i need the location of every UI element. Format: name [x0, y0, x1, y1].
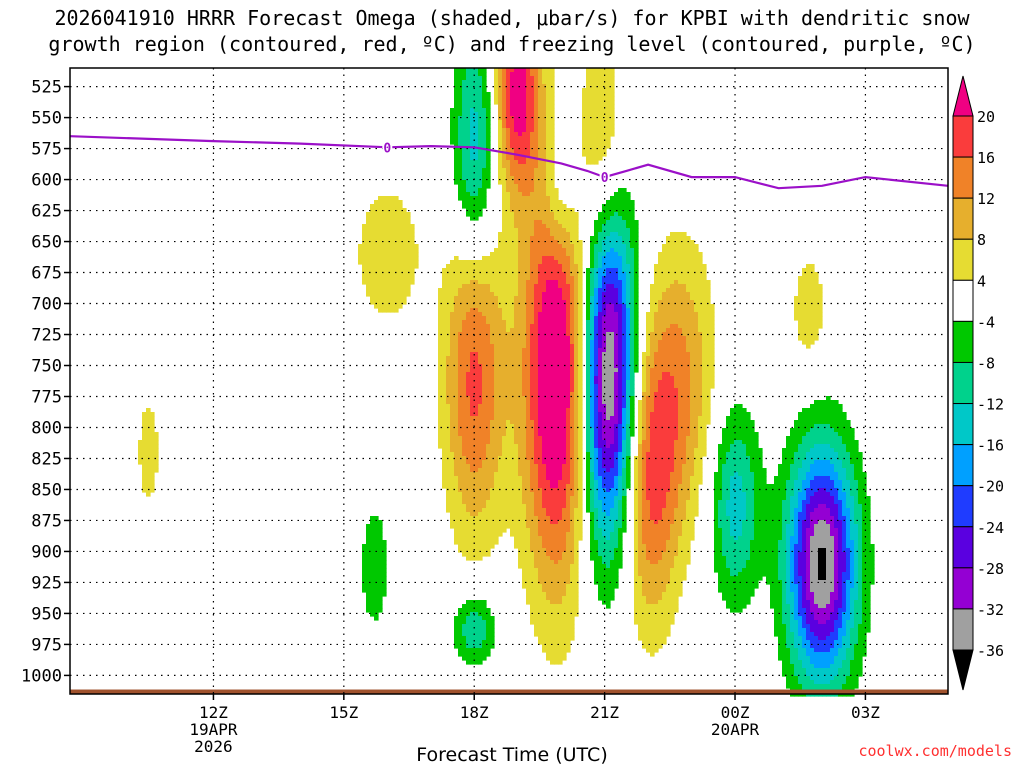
y-tick-label: 850	[31, 480, 62, 500]
x-axis-label: Forecast Time (UTC)	[416, 744, 608, 766]
colorbar-segment	[952, 238, 974, 281]
x-tick-date: 20APR	[711, 720, 760, 739]
colorbar-label: -16	[977, 437, 1004, 455]
axes: 525 550 575 600 625 650 675 700 725 750 775 800 825 8…	[21, 67, 949, 756]
y-tick-label: 650	[31, 233, 62, 253]
colorbar-label: 12	[977, 190, 995, 208]
y-tick-label: 750	[31, 357, 62, 377]
x-tick-label: 12Z	[199, 703, 228, 722]
y-tick-label: 950	[31, 604, 62, 624]
colorbar-label: -8	[977, 354, 995, 372]
omega-shading	[138, 68, 875, 697]
colorbar-label: -36	[977, 642, 1004, 660]
freezing-label-bg	[382, 138, 393, 155]
y-tick-label: 900	[31, 542, 62, 562]
colorbar-segment	[952, 485, 974, 528]
y-tick-label: 775	[31, 387, 62, 407]
colorbar-top-arrow	[952, 75, 974, 117]
colorbar-segment	[952, 403, 974, 446]
x-tick-label: 03Z	[851, 703, 880, 722]
colorbar-segment	[952, 279, 974, 322]
colorbar-segment	[952, 526, 974, 569]
colorbar-label: 20	[977, 108, 995, 126]
colorbar-segment	[952, 197, 974, 240]
colorbar-label: 8	[977, 231, 986, 249]
y-tick-label: 825	[31, 449, 62, 469]
plot-area: 00	[69, 68, 949, 697]
y-tick-label: 725	[31, 326, 62, 346]
colorbar-bottom-arrow	[952, 649, 974, 691]
y-tick-label: 975	[31, 635, 62, 655]
chart-title-line1: 2026041910 HRRR Forecast Omega (shaded, …	[54, 6, 970, 30]
y-tick-label: 1000	[21, 666, 62, 686]
y-tick-label: 675	[31, 264, 62, 284]
freezing-label-bg	[599, 168, 610, 185]
y-tick-label: 625	[31, 202, 62, 222]
y-tick-label: 600	[31, 171, 62, 191]
y-tick-label: 700	[31, 295, 62, 315]
colorbar-label: 4	[977, 272, 986, 290]
colorbar-label: -4	[977, 313, 995, 331]
colorbar-label: 16	[977, 149, 995, 167]
colorbar-label: -12	[977, 396, 1004, 414]
colorbar-segment	[952, 320, 974, 363]
colorbar-segment	[952, 567, 974, 610]
x-tick-label: 21Z	[590, 703, 619, 722]
y-tick-label: 875	[31, 511, 62, 531]
colorbar: 20 16 12 8 4 -4 -8 -12 -16 -20 -24 -28 -32 -36	[952, 75, 1004, 691]
y-tick-label: 525	[31, 78, 62, 98]
colorbar-segment	[952, 608, 974, 651]
colorbar-segment	[952, 361, 974, 405]
colorbar-segment	[952, 156, 974, 199]
freezing-level-label: 0	[383, 141, 391, 156]
terrain-band	[70, 689, 948, 694]
freezing-level-label: 0	[601, 171, 609, 186]
x-tick-date: 19APR	[189, 720, 238, 739]
y-tick-label: 550	[31, 109, 62, 129]
colorbar-segment	[952, 444, 974, 487]
y-tick-label: 800	[31, 418, 62, 438]
plot-frame	[69, 67, 949, 695]
y-tick-label: 575	[31, 140, 62, 160]
y-tick-label: 925	[31, 573, 62, 593]
colorbar-label: -32	[977, 601, 1004, 619]
x-tick-label: 18Z	[460, 703, 489, 722]
colorbar-segment	[952, 115, 974, 158]
freezing-level-line	[69, 135, 949, 190]
chart-title-line2: growth region (contoured, red, ºC) and f…	[48, 32, 976, 56]
source-credit[interactable]: coolwx.com/models	[858, 742, 1012, 760]
colorbar-label: -28	[977, 560, 1004, 578]
x-tick-label: 15Z	[329, 703, 358, 722]
x-tick-label: 00Z	[721, 703, 750, 722]
colorbar-label: -24	[977, 519, 1004, 537]
x-tick-year: 2026	[194, 737, 233, 756]
colorbar-label: -20	[977, 478, 1004, 496]
